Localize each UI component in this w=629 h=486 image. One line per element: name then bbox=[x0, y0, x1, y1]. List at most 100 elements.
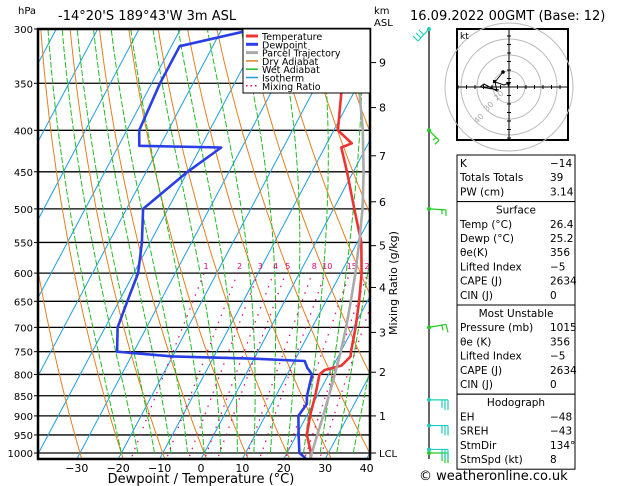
dry-adiabat-line bbox=[274, 29, 370, 296]
wind-barb bbox=[428, 323, 449, 333]
wet-adiabat-line bbox=[206, 29, 256, 453]
km-tick-label: LCL bbox=[379, 449, 398, 460]
indices-row-value: −14 bbox=[550, 158, 572, 170]
surface-row-value: 0 bbox=[550, 290, 557, 302]
wind-barb bbox=[429, 448, 449, 460]
temperature-tick-label: 40 bbox=[360, 462, 374, 475]
temperature-tick-label: 30 bbox=[318, 462, 332, 475]
km-tick-label: 7 bbox=[379, 150, 386, 163]
legend-label: Mixing Ratio bbox=[262, 82, 321, 93]
pressure-tick-label: 950 bbox=[14, 431, 33, 442]
mixing-ratio-label: 3 bbox=[258, 262, 263, 271]
dry-adiabat-line bbox=[304, 29, 370, 216]
wind-barb bbox=[428, 129, 440, 145]
dry-adiabat-line bbox=[98, 29, 208, 459]
hodograph-point bbox=[493, 80, 496, 83]
mixing-ratio-line bbox=[203, 272, 275, 459]
pressure-tick-label: 900 bbox=[14, 412, 33, 423]
km-tick-label: 3 bbox=[379, 326, 386, 339]
pressure-tick-label: 550 bbox=[14, 238, 33, 249]
most-unstable-row-label: Pressure (mb) bbox=[460, 322, 533, 334]
indices-row-label: K bbox=[460, 158, 468, 170]
indices-row-label: PW (cm) bbox=[460, 186, 504, 198]
pressure-tick-label: 300 bbox=[14, 25, 33, 36]
hodograph-table-row-label: EH bbox=[460, 411, 475, 423]
surface-row-label: CAPE (J) bbox=[460, 276, 502, 288]
legend-box bbox=[242, 28, 371, 94]
dewpoint-profile-line bbox=[115, 29, 314, 459]
surface-row-value: 26.4 bbox=[550, 219, 574, 231]
surface-row-label: Lifted Index bbox=[460, 261, 522, 273]
temperature-tick-label: −20 bbox=[107, 462, 130, 475]
pressure-tick-label: 400 bbox=[14, 126, 33, 137]
indices-row-value: 39 bbox=[550, 172, 563, 184]
hodograph-table-row-label: StmSpd (kt) bbox=[460, 454, 523, 466]
mixing-ratio-label: 5 bbox=[285, 262, 290, 271]
x-axis-title: Dewpoint / Temperature (°C) bbox=[108, 472, 295, 486]
km-tick-label: 1 bbox=[379, 410, 386, 423]
wet-adiabat-line bbox=[130, 29, 205, 454]
most-unstable-row-label: CAPE (J) bbox=[460, 365, 502, 377]
wet-adiabat-line bbox=[352, 364, 370, 454]
km-tick-label: 5 bbox=[379, 240, 386, 253]
hodograph-table-row-value: −48 bbox=[550, 411, 572, 423]
km-unit-label: km bbox=[374, 6, 390, 17]
most-unstable-row-label: CIN (J) bbox=[460, 379, 493, 391]
indices-tables: K −14 Totals Totals 39 PW (cm) 3.14 Surface Tem… bbox=[456, 154, 577, 470]
mixing-ratio-label: 10 bbox=[322, 262, 332, 271]
hodograph-point bbox=[501, 70, 505, 74]
hodograph-table-row-label: SREH bbox=[460, 426, 489, 438]
mixing-ratio-axis-title: Mixing Ratio (g/kg) bbox=[387, 231, 400, 335]
temperature-tick-label: 0 bbox=[198, 462, 205, 475]
most-unstable-title: Most Unstable bbox=[479, 308, 554, 320]
temperature-tick-label: 20 bbox=[277, 462, 291, 475]
temperature-tick-label: 10 bbox=[235, 462, 249, 475]
most-unstable-row-label: θe (K) bbox=[460, 336, 491, 348]
isotherm-line bbox=[38, 29, 140, 221]
pressure-tick-label: 450 bbox=[14, 168, 33, 179]
surface-row-value: 25.2 bbox=[550, 233, 573, 245]
pressure-tick-label: 500 bbox=[14, 205, 33, 216]
mixing-ratio-label: 15 bbox=[347, 262, 357, 271]
isotherm-line bbox=[38, 29, 182, 299]
wet-adiabat-line bbox=[76, 29, 155, 454]
most-unstable-row-value: 2634 bbox=[550, 365, 577, 377]
dry-adiabat-line bbox=[40, 29, 124, 459]
indices-row-value: 3.14 bbox=[550, 186, 574, 198]
axes: 3003504004505005506006507007508008509009… bbox=[8, 25, 400, 486]
plot-background-lines: 1 2 3 4 5 8 10 15 20 25 bbox=[38, 17, 629, 470]
plot-frame bbox=[36, 27, 372, 461]
wet-adiabat-line bbox=[303, 29, 329, 454]
temperature-tick-label: −30 bbox=[65, 462, 88, 475]
wind-barb bbox=[429, 399, 449, 410]
pressure-tick-label: 850 bbox=[14, 392, 33, 403]
mixing-ratio-line bbox=[165, 272, 239, 459]
wind-barb bbox=[429, 424, 449, 436]
mixing-ratio-line bbox=[258, 272, 326, 459]
surface-title: Surface bbox=[496, 205, 536, 217]
dry-adiabat-line bbox=[186, 29, 332, 459]
most-unstable-box bbox=[456, 304, 576, 395]
hodograph-table-box bbox=[456, 393, 576, 470]
storm-motion-marker bbox=[506, 82, 511, 87]
wind-barb bbox=[412, 28, 430, 42]
dry-adiabat-line bbox=[38, 267, 83, 459]
hodograph-ring bbox=[444, 22, 574, 152]
wet-adiabat-line bbox=[319, 29, 363, 454]
hodograph-table-title: Hodograph bbox=[487, 397, 545, 409]
surface-row-label: Temp (°C) bbox=[459, 219, 512, 231]
wet-adiabat-line bbox=[110, 29, 189, 454]
plot-series bbox=[115, 29, 365, 459]
hodograph-table-row-label: StmDir bbox=[460, 440, 497, 452]
surface-row-label: CIN (J) bbox=[460, 290, 493, 302]
mixing-ratio-label: 2 bbox=[237, 262, 242, 271]
asl-label: ASL bbox=[374, 18, 393, 29]
mixing-ratio-line bbox=[319, 306, 370, 459]
isotherm-line bbox=[283, 295, 370, 459]
legend-label: Isotherm bbox=[262, 74, 304, 85]
most-unstable-row-value: −5 bbox=[550, 351, 565, 363]
km-tick-label: 4 bbox=[379, 281, 386, 294]
dry-adiabat-line bbox=[592, 17, 629, 470]
